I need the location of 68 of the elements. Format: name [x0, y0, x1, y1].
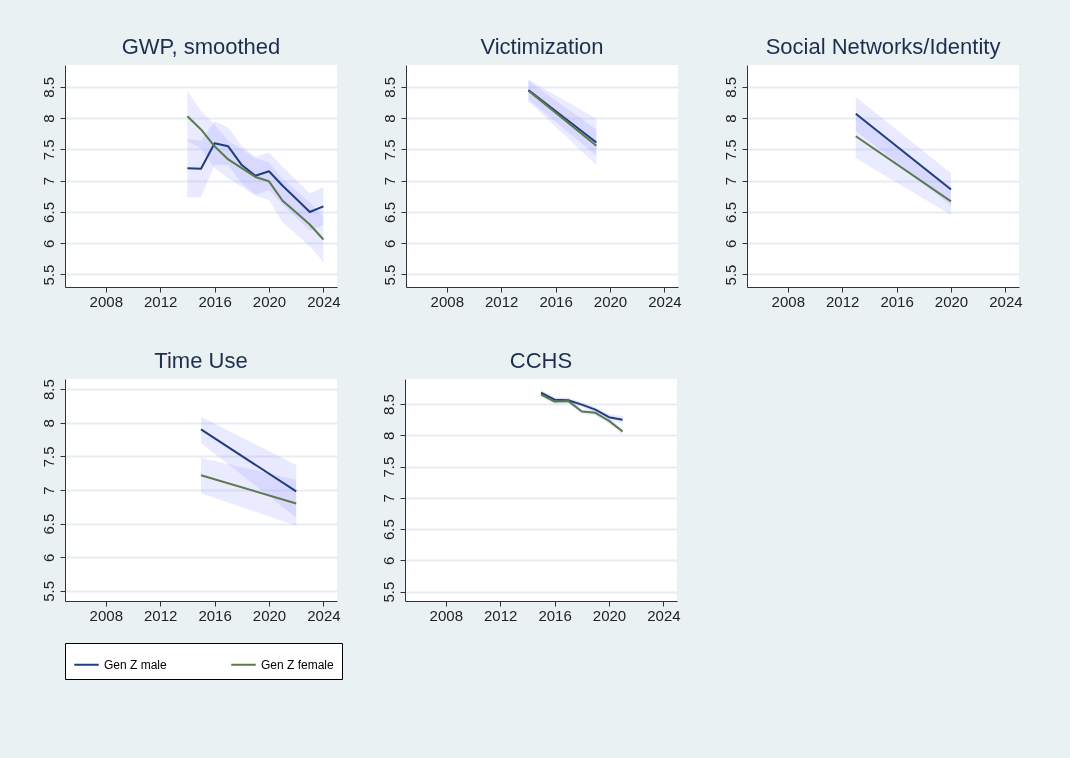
y-tick-label: 8.5: [721, 76, 739, 98]
x-tick-label: 2020: [252, 606, 287, 624]
line-series: [186, 142, 325, 213]
y-tick-label: 5.5: [380, 264, 398, 286]
y-tick-label: 7: [380, 177, 398, 186]
y-tick-label: 7.5: [721, 139, 739, 161]
x-tick-label: 2016: [538, 606, 572, 624]
y-tick-label: 8.5: [39, 76, 57, 98]
y-tick-label: 8.5: [379, 394, 397, 415]
y-tick-label: 7: [39, 486, 57, 495]
x-tick-label: 2020: [593, 292, 628, 310]
x-tick-label: 2008: [429, 606, 463, 624]
y-tick-label: 8: [380, 114, 398, 123]
y-tick-label: 7: [721, 177, 739, 186]
y-tick-label: 6: [380, 239, 398, 248]
y-tick-label: 7.5: [380, 139, 398, 161]
x-tick-label: 2012: [826, 292, 860, 310]
chart-title: Victimization: [480, 34, 604, 59]
y-tick-label: 6: [39, 239, 57, 248]
y-tick-label: 6: [379, 556, 397, 566]
x-tick-label: 2016: [198, 292, 232, 310]
x-tick-label: 2012: [144, 292, 178, 310]
x-tick-label: 2024: [307, 292, 341, 310]
y-tick-label: 8: [39, 114, 57, 123]
x-tick-label: 2024: [989, 292, 1023, 310]
legend-label: Gen Z male: [104, 657, 168, 672]
x-tick-label: 2012: [484, 606, 518, 624]
x-tick-label: 2008: [771, 292, 805, 310]
y-tick-label: 7: [39, 177, 57, 186]
legend-label: Gen Z female: [261, 657, 335, 672]
y-tick-label: 7.5: [39, 446, 57, 468]
y-tick-label: 8: [721, 114, 739, 123]
x-tick-label: 2008: [430, 292, 464, 310]
y-tick-label: 5.5: [379, 581, 397, 603]
chart-title: GWP, smoothed: [121, 34, 281, 59]
y-tick-label: 5.5: [721, 264, 739, 286]
x-tick-label: 2016: [880, 292, 914, 310]
chart-title: Social Networks/Identity: [765, 34, 1001, 59]
x-tick-label: 2008: [89, 292, 123, 310]
x-tick-label: 2016: [198, 606, 232, 624]
y-tick-label: 8.5: [39, 379, 57, 401]
x-tick-label: 2012: [144, 606, 178, 624]
y-tick-label: 6.5: [39, 202, 57, 223]
x-tick-label: 2020: [934, 292, 969, 310]
x-tick-label: 2020: [592, 606, 627, 624]
y-tick-label: 8.5: [380, 76, 398, 98]
x-tick-label: 2008: [89, 606, 123, 624]
y-tick-label: 6.5: [721, 202, 739, 223]
y-tick-label: 6.5: [380, 202, 398, 223]
y-tick-label: 6.5: [379, 519, 397, 541]
x-tick-label: 2020: [252, 292, 287, 310]
y-tick-label: 5.5: [39, 580, 57, 602]
y-tick-label: 6: [39, 553, 57, 562]
chart-title: Time Use: [154, 347, 248, 373]
y-tick-label: 8: [379, 431, 397, 440]
x-tick-label: 2016: [539, 292, 573, 310]
x-tick-label: 2024: [307, 606, 341, 624]
y-tick-label: 6: [721, 239, 739, 248]
y-tick-label: 6.5: [39, 513, 57, 535]
x-tick-label: 2012: [485, 292, 519, 310]
y-tick-label: 7.5: [379, 456, 397, 478]
chart-title: CCHS: [509, 348, 573, 373]
x-tick-label: 2024: [647, 606, 681, 624]
x-tick-label: 2024: [648, 292, 682, 310]
y-tick-label: 8: [39, 419, 57, 428]
y-tick-label: 7: [379, 494, 397, 503]
y-tick-label: 5.5: [39, 264, 57, 286]
y-tick-label: 7.5: [39, 139, 57, 161]
